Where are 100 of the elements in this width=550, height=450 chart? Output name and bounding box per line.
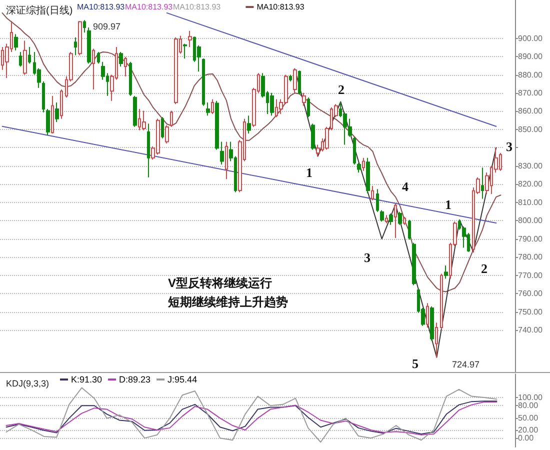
candlestick [55, 102, 59, 122]
candlestick [357, 162, 361, 174]
y-tick-label: 800.00 [518, 216, 544, 226]
candlestick [83, 20, 86, 33]
y-tick-label: 50.00 [518, 413, 539, 422]
candlestick [170, 110, 173, 128]
y-tick-label: 750.00 [518, 307, 544, 316]
text: 3 [506, 139, 513, 154]
annotation: 3 [364, 250, 371, 265]
candlestick [92, 48, 95, 90]
annotation: 1 [445, 197, 452, 212]
annotation: MA10:813.93 [125, 2, 174, 12]
candlestick [142, 110, 146, 131]
y-tick-label: 830.00 [518, 161, 544, 170]
text: KDJ(9,3,3) [6, 378, 50, 388]
candlestick [247, 115, 251, 134]
y-tick-label: 0.00 [518, 434, 534, 443]
annotation: 短期继续维持上升趋势 [167, 295, 288, 309]
y-tick-label: 850.00 [518, 124, 544, 134]
y-tick-label: 890.00 [518, 52, 544, 62]
candlestick [298, 70, 301, 95]
candlestick [78, 20, 82, 56]
y-tick-label: 900.00 [518, 34, 544, 43]
y-tick-label: 100.00 [518, 393, 544, 402]
candlestick [129, 61, 132, 96]
y-tick-label: 770.00 [518, 270, 544, 280]
candlestick [14, 34, 18, 51]
candlestick [385, 214, 388, 224]
y-tick-label: 780.00 [518, 252, 544, 262]
y-tick-label: 880.00 [518, 70, 544, 80]
annotation: 4 [402, 179, 409, 194]
candlestick [28, 46, 31, 64]
legend-label: K:91.30 [71, 374, 102, 384]
candlestick [371, 185, 374, 201]
line-series [6, 387, 498, 443]
annotation: MA10:813.93 [77, 2, 126, 12]
y-tick-label: 790.00 [518, 234, 544, 244]
candlestick [87, 27, 91, 64]
candlestick [302, 92, 306, 106]
annotation: 724.97 [452, 360, 480, 370]
candlestick [293, 68, 297, 94]
candlestick [124, 56, 127, 77]
y-tick-label: 820.00 [518, 180, 544, 189]
y-tick-label: 760.00 [518, 289, 544, 298]
annotation: 2 [481, 261, 488, 276]
candlestick [188, 30, 192, 48]
candlestick [60, 89, 63, 120]
candlestick [165, 124, 169, 144]
candlestick [97, 51, 100, 64]
candlestick [430, 306, 434, 341]
candlestick [161, 116, 164, 139]
candlestick [362, 157, 365, 172]
y-tick-label: 860.00 [518, 106, 544, 116]
candlestick [270, 92, 274, 116]
y-tick-label: 80.00 [518, 401, 539, 410]
candlestick [353, 136, 356, 165]
candlestick [380, 210, 384, 222]
candlestick [444, 265, 448, 280]
candlestick [51, 95, 54, 134]
candlestick [403, 216, 406, 226]
y-tick-label: 870.00 [518, 88, 544, 98]
candlestick [42, 80, 45, 113]
candlestick [23, 40, 27, 76]
legend-label: D:89.23 [119, 374, 151, 384]
candlestick [435, 322, 438, 358]
candlestick [215, 100, 219, 150]
annotation: 2 [338, 82, 344, 97]
y-tick-label: 740.00 [518, 326, 544, 335]
candlestick [183, 43, 187, 60]
annotation: 5 [412, 356, 419, 371]
candlestick [408, 219, 411, 240]
line-series [294, 68, 497, 358]
candlestick [206, 102, 210, 116]
candlestick [211, 98, 214, 114]
y-tick-label: 20.00 [518, 425, 539, 434]
candlestick [225, 141, 228, 180]
text: 深证综指(日线) [6, 4, 73, 16]
candlestick [289, 74, 292, 82]
candlestick [174, 36, 178, 105]
candlestick [376, 188, 379, 212]
annotation: 909.97 [93, 22, 121, 32]
candlestick [398, 211, 402, 226]
candlestick [74, 36, 77, 56]
candlestick [220, 141, 224, 165]
candlestick [46, 108, 50, 136]
candlestick [202, 58, 205, 106]
candlestick [307, 97, 310, 118]
legend-label: J:95.44 [168, 374, 198, 384]
annotation: V型反转将继续运行 [168, 276, 272, 290]
candlestick [426, 302, 429, 328]
legend-label: MA10:813.93 [256, 2, 305, 12]
candlestick [366, 157, 370, 194]
candlestick [389, 213, 393, 226]
candlestick [412, 242, 416, 286]
candlestick [19, 51, 22, 68]
annotation: 1 [306, 165, 312, 180]
candlestick [133, 95, 137, 128]
candlestick [481, 167, 484, 200]
candlestick [147, 123, 150, 178]
candlestick [394, 203, 397, 238]
